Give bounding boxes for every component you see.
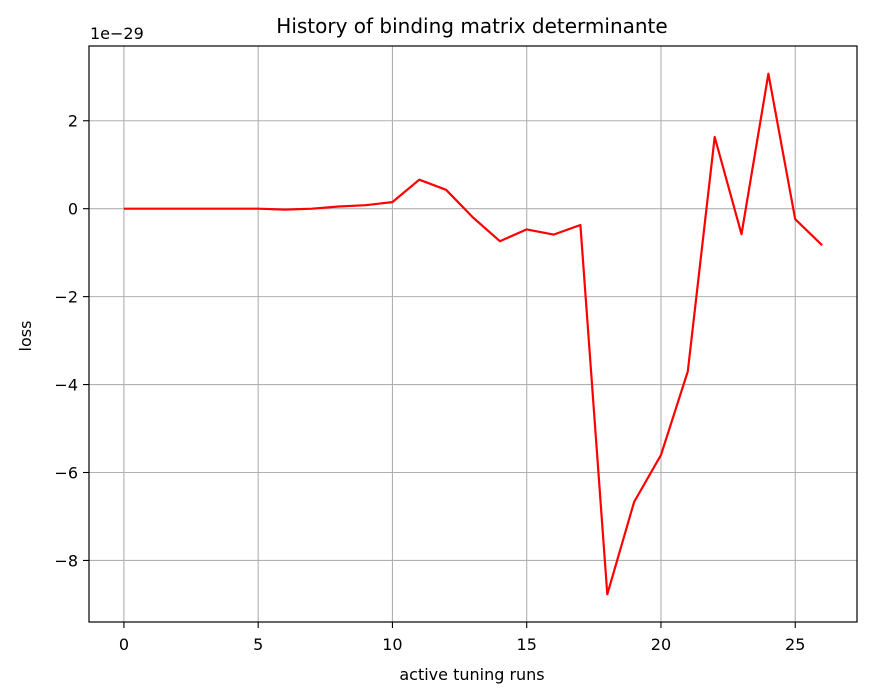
y-axis: −8 −6 −4 −2 0 2 (54, 112, 89, 570)
y-offset-label: 1e−29 (90, 24, 144, 43)
y-axis-label: loss (16, 321, 35, 352)
y-tick-label: −2 (54, 288, 78, 307)
x-axis: 0 5 10 15 20 25 (119, 622, 805, 654)
x-tick-label: 15 (517, 635, 537, 654)
y-tick-label: 0 (68, 200, 78, 219)
x-axis-label: active tuning runs (399, 665, 544, 684)
y-tick-label: −8 (54, 551, 78, 570)
series-line (123, 72, 823, 596)
y-tick-label: 2 (68, 112, 78, 131)
series-layer (123, 72, 823, 596)
plot-frame (88, 45, 858, 623)
chart-title: History of binding matrix determinante (276, 14, 667, 38)
x-tick-label: 5 (253, 635, 263, 654)
x-tick-label: 10 (382, 635, 402, 654)
x-tick-label: 20 (651, 635, 671, 654)
x-tick-label: 25 (785, 635, 805, 654)
y-tick-label: −4 (54, 376, 78, 395)
y-tick-label: −6 (54, 464, 78, 483)
x-tick-label: 0 (119, 635, 129, 654)
